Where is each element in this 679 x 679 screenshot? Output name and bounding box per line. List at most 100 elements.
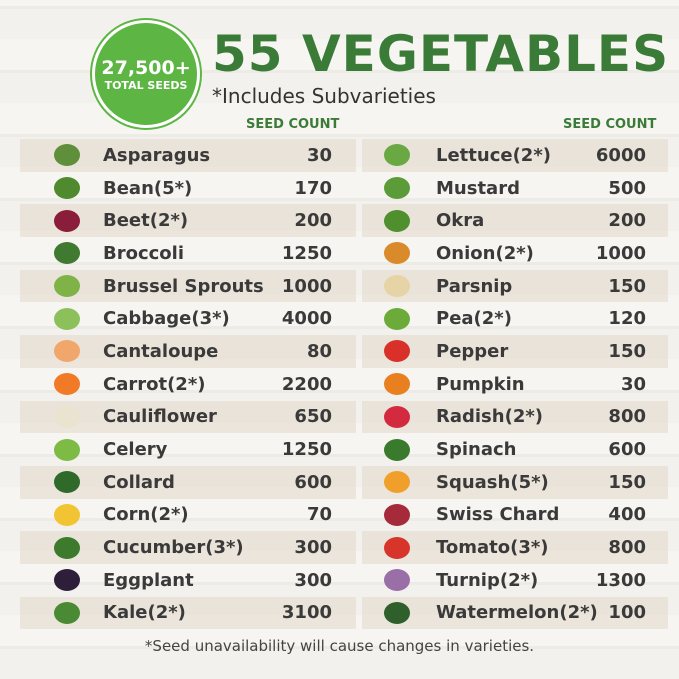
vegetable-icon (54, 601, 80, 624)
vegetable-row: Broccoli 1250 (20, 237, 356, 270)
vegetable-row: Corn(2*) 70 (20, 499, 356, 532)
vegetable-name: Broccoli (103, 242, 185, 264)
seed-count: 600 (608, 439, 646, 461)
vegetable-icon (384, 177, 410, 200)
seed-count: 1000 (595, 242, 646, 264)
vegetable-row: Pea(2*) 120 (362, 302, 668, 335)
subtitle: *Includes Subvarieties (212, 84, 436, 108)
vegetable-icon (384, 307, 410, 330)
vegetable-row: Tomato(3*) 800 (362, 531, 668, 564)
vegetable-icon (384, 275, 410, 298)
seed-count-header-left: SEED COUNT (246, 117, 340, 132)
seed-count: 600 (294, 471, 332, 493)
vegetable-icon (384, 144, 410, 167)
vegetable-icon (54, 536, 80, 559)
vegetable-row: Cantaloupe 80 (20, 335, 356, 368)
seed-count: 300 (294, 569, 332, 591)
seed-count: 200 (294, 210, 332, 232)
seed-count: 200 (608, 210, 646, 232)
vegetable-row: Collard 600 (20, 465, 356, 499)
vegetable-row: Spinach 600 (362, 433, 668, 466)
seed-count: 150 (608, 471, 646, 493)
vegetable-row: Carrot(2*) 2200 (20, 368, 356, 401)
vegetable-row: Okra 200 (362, 204, 668, 238)
vegetable-name: Watermelon(2*) (436, 602, 598, 624)
vegetable-name: Carrot(2*) (103, 373, 206, 395)
right-vegetable-list: Lettuce(2*) 6000 Mustard 500 Okra 200 On… (362, 139, 668, 630)
vegetable-row: Beet(2*) 200 (20, 204, 356, 238)
vegetable-name: Spinach (436, 439, 517, 461)
seed-count: 800 (608, 537, 646, 559)
vegetable-name: Collard (103, 471, 175, 493)
vegetable-name: Turnip(2*) (436, 569, 539, 591)
vegetable-name: Kale(2*) (103, 602, 186, 624)
vegetable-icon (54, 438, 80, 461)
vegetable-name: Celery (103, 439, 168, 461)
vegetable-icon (384, 209, 410, 232)
vegetable-name: Asparagus (103, 144, 211, 166)
seed-count: 4000 (281, 308, 332, 330)
vegetable-icon (384, 536, 410, 559)
vegetable-name: Swiss Chard (436, 504, 560, 526)
vegetable-icon (54, 471, 80, 494)
vegetable-name: Bean(5*) (103, 177, 193, 199)
vegetable-name: Squash(5*) (436, 471, 549, 493)
vegetable-row: Celery 1250 (20, 433, 356, 466)
vegetable-icon (384, 373, 410, 396)
seed-count: 500 (608, 177, 646, 199)
vegetable-icon (54, 144, 80, 167)
vegetable-name: Parsnip (436, 275, 513, 297)
seed-count: 80 (306, 340, 332, 362)
total-seeds-badge: 27,500+ TOTAL SEEDS (92, 20, 200, 128)
seed-count: 30 (620, 373, 646, 395)
vegetable-row: Watermelon(2*) 100 (362, 596, 668, 630)
vegetable-icon (384, 405, 410, 428)
seed-count: 3100 (281, 602, 332, 624)
seed-count: 150 (608, 275, 646, 297)
vegetable-row: Kale(2*) 3100 (20, 596, 356, 630)
vegetable-name: Tomato(3*) (436, 537, 549, 559)
vegetable-icon (54, 177, 80, 200)
vegetable-row: Cucumber(3*) 300 (20, 531, 356, 564)
vegetable-icon (384, 569, 410, 592)
vegetable-name: Beet(2*) (103, 210, 189, 232)
seed-count: 150 (608, 340, 646, 362)
vegetable-row: Mustard 500 (362, 172, 668, 205)
seed-count: 1000 (281, 275, 332, 297)
left-vegetable-list: Asparagus 30 Bean(5*) 170 Beet(2*) 200 B… (20, 139, 356, 630)
vegetable-row: Parsnip 150 (362, 269, 668, 303)
vegetable-row: Brussel Sprouts 1000 (20, 269, 356, 303)
vegetable-row: Pepper 150 (362, 335, 668, 368)
vegetable-name: Radish(2*) (436, 406, 543, 428)
total-seeds-number: 27,500+ (101, 56, 191, 79)
vegetable-row: Eggplant 300 (20, 564, 356, 597)
vegetable-name: Okra (436, 210, 485, 232)
vegetable-name: Cabbage(3*) (103, 308, 230, 330)
total-seeds-label: TOTAL SEEDS (104, 78, 188, 92)
vegetable-name: Mustard (436, 177, 520, 199)
vegetable-icon (54, 340, 80, 363)
seed-count: 400 (608, 504, 646, 526)
vegetable-row: Lettuce(2*) 6000 (362, 139, 668, 172)
vegetable-name: Brussel Sprouts (103, 275, 264, 297)
vegetable-name: Cauliflower (103, 406, 217, 428)
vegetable-icon (54, 373, 80, 396)
seed-count: 6000 (595, 144, 646, 166)
vegetable-name: Cucumber(3*) (103, 537, 244, 559)
page-title: 55 VEGETABLES (212, 25, 670, 83)
vegetable-row: Radish(2*) 800 (362, 400, 668, 434)
vegetable-name: Onion(2*) (436, 242, 534, 264)
vegetable-icon (384, 471, 410, 494)
vegetable-row: Cabbage(3*) 4000 (20, 302, 356, 335)
vegetable-name: Pepper (436, 340, 509, 362)
vegetable-icon (54, 307, 80, 330)
vegetable-name: Corn(2*) (103, 504, 189, 526)
vegetable-icon (54, 569, 80, 592)
seed-count: 100 (608, 602, 646, 624)
seed-count: 30 (306, 144, 332, 166)
seed-count: 170 (294, 177, 332, 199)
vegetable-row: Pumpkin 30 (362, 368, 668, 401)
vegetable-row: Asparagus 30 (20, 139, 356, 172)
seed-count: 1250 (281, 242, 332, 264)
vegetable-name: Pea(2*) (436, 308, 512, 330)
